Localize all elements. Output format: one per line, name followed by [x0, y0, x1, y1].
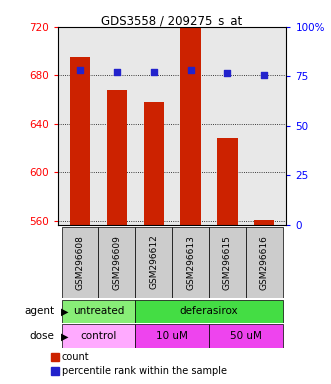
Text: GSM296615: GSM296615 — [223, 235, 232, 290]
Text: untreated: untreated — [73, 306, 124, 316]
Text: count: count — [62, 352, 89, 362]
Bar — [70, 57, 90, 225]
Text: GSM296613: GSM296613 — [186, 235, 195, 290]
Point — [114, 69, 119, 75]
Text: dose: dose — [30, 331, 55, 341]
Text: GSM296608: GSM296608 — [75, 235, 84, 290]
Text: deferasirox: deferasirox — [180, 306, 238, 316]
FancyBboxPatch shape — [98, 227, 135, 298]
Text: ▶: ▶ — [61, 331, 69, 341]
Bar — [180, 27, 201, 225]
Point — [77, 67, 83, 73]
Title: GDS3558 / 209275_s_at: GDS3558 / 209275_s_at — [102, 14, 243, 27]
Point — [188, 67, 193, 73]
FancyBboxPatch shape — [62, 324, 135, 348]
FancyBboxPatch shape — [62, 300, 135, 323]
Text: control: control — [80, 331, 117, 341]
FancyBboxPatch shape — [246, 227, 283, 298]
Point — [261, 72, 267, 78]
Text: GSM296612: GSM296612 — [149, 235, 158, 290]
FancyBboxPatch shape — [209, 324, 283, 348]
FancyBboxPatch shape — [135, 324, 209, 348]
FancyBboxPatch shape — [135, 300, 283, 323]
Point — [151, 69, 156, 75]
Point — [225, 70, 230, 76]
FancyBboxPatch shape — [62, 227, 98, 298]
Text: agent: agent — [24, 306, 55, 316]
Bar — [217, 139, 238, 225]
Bar — [144, 102, 164, 225]
Bar — [254, 220, 274, 225]
FancyBboxPatch shape — [135, 227, 172, 298]
Text: GSM296616: GSM296616 — [260, 235, 269, 290]
FancyBboxPatch shape — [172, 227, 209, 298]
Text: 50 uM: 50 uM — [230, 331, 262, 341]
Bar — [107, 90, 127, 225]
Text: 10 uM: 10 uM — [156, 331, 188, 341]
Text: percentile rank within the sample: percentile rank within the sample — [62, 366, 227, 376]
FancyBboxPatch shape — [209, 227, 246, 298]
Text: ▶: ▶ — [61, 306, 69, 316]
Text: GSM296609: GSM296609 — [112, 235, 121, 290]
